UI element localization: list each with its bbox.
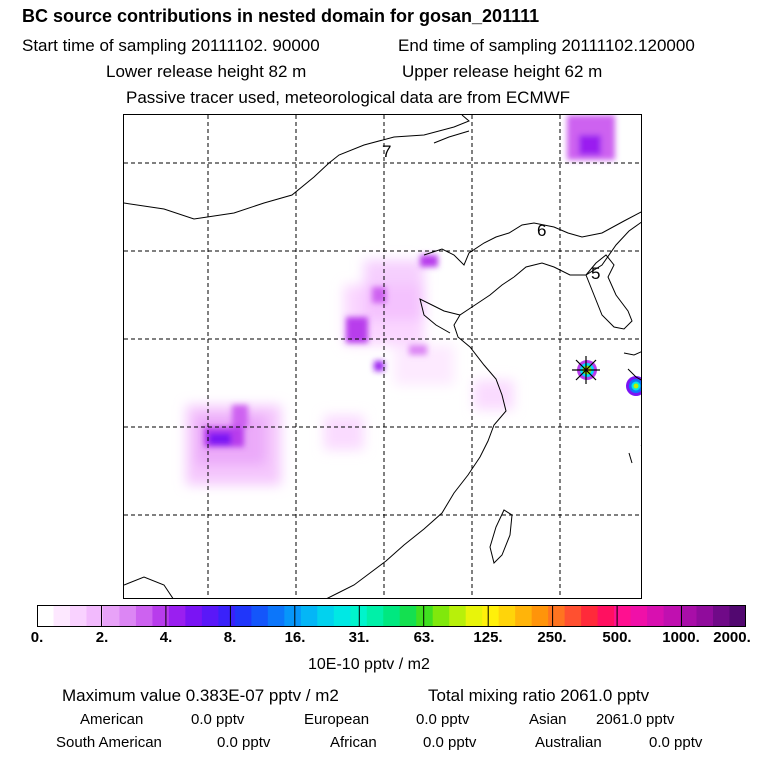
maximum-value: Maximum value 0.383E-07 pptv / m2 [62,686,339,705]
scale-cell [383,605,401,627]
scale-cell [317,605,335,627]
scale-cell [119,605,137,627]
map-canvas: 7 6 5 [124,115,641,598]
hotspot-kyushu [626,376,641,396]
asian-value: 2061.0 pptv [596,711,675,728]
scale-cell [333,605,351,627]
scale-cell [630,605,648,627]
scale-cell [548,605,566,627]
scale-cell [300,605,318,627]
lower-release-height: Lower release height 82 m [106,62,307,81]
scale-cell [218,605,236,627]
receptor-marker-icon [572,356,600,384]
european-value: 0.0 pptv [416,711,470,728]
african-value: 0.0 pptv [423,734,477,751]
start-time: Start time of sampling 20111102. 90000 [22,36,320,55]
plume-central [324,260,454,450]
tracer-note: Passive tracer used, meteorological data… [126,88,571,107]
plume-north [567,115,615,160]
scale-cell [152,605,170,627]
scale-tick: 125. [473,629,503,646]
scale-cell [251,605,269,627]
plume-southwest-core [204,405,248,447]
scale-cell [482,605,500,627]
scale-cell [399,605,417,627]
scale-cell [37,605,55,627]
scale-units: 10E-10 pptv / m2 [308,656,430,673]
scale-cell [86,605,104,627]
plot-title: BC source contributions in nested domain… [22,6,540,26]
scale-tick: 2000. [713,629,751,646]
scale-cell [515,605,533,627]
australian-value: 0.0 pptv [649,734,703,751]
scale-tick: 1000. [662,629,700,646]
scale-cell [366,605,384,627]
south-american-value: 0.0 pptv [217,734,271,751]
map-panel: 7 6 5 [123,114,642,599]
american-label: American [80,711,144,728]
scale-cell [53,605,71,627]
scale-cell [69,605,88,627]
scale-cell [201,605,219,627]
scale-cell [284,605,302,627]
scale-tick: 4. [159,629,173,646]
scale-cell [729,605,746,627]
scale-cell [185,605,203,627]
plume-central-core [346,255,438,371]
scale-cell [135,605,154,627]
scale-cell [432,605,450,627]
color-scale-bar [37,605,746,627]
scale-cell [614,605,632,627]
scale-cell [449,605,467,627]
scale-cell [168,605,186,627]
scale-tick: 63. [413,629,435,646]
african-label: African [330,734,377,751]
scale-cell [647,605,665,627]
asian-label: Asian [529,711,567,728]
upper-release-height: Upper release height 62 m [402,62,603,81]
scale-cell [713,605,731,627]
end-time: End time of sampling 20111102.120000 [398,36,695,55]
scale-cell [416,605,434,627]
graticule [124,115,641,598]
scale-cell [696,605,714,627]
scale-tick: 31. [348,629,370,646]
scale-cell [531,605,549,627]
scale-cell [234,605,252,627]
scale-cell [663,605,681,627]
region-label-7: 7 [382,142,391,161]
scale-cell [680,605,698,627]
scale-cell [597,605,615,627]
european-label: European [304,711,370,728]
australian-label: Australian [535,734,602,751]
american-value: 0.0 pptv [191,711,245,728]
coastlines [124,115,641,598]
scale-tick: 500. [602,629,632,646]
scale-cell [498,605,516,627]
scale-cell [564,605,582,627]
scale-cell [465,605,483,627]
south-american-label: South American [56,734,162,751]
region-label-6: 6 [537,221,546,240]
region-label-5: 5 [591,264,600,283]
scale-tick: 250. [537,629,567,646]
concentration-field [186,115,641,485]
total-mixing-ratio: Total mixing ratio 2061.0 pptv [428,686,650,705]
scale-cell [267,605,285,627]
scale-cell [581,605,599,627]
scale-cell [102,605,121,627]
plume-east-coast [474,380,514,410]
scale-tick: 8. [223,629,237,646]
scale-tick: 2. [95,629,109,646]
scale-tick: 0. [30,629,44,646]
scale-tick: 16. [284,629,306,646]
